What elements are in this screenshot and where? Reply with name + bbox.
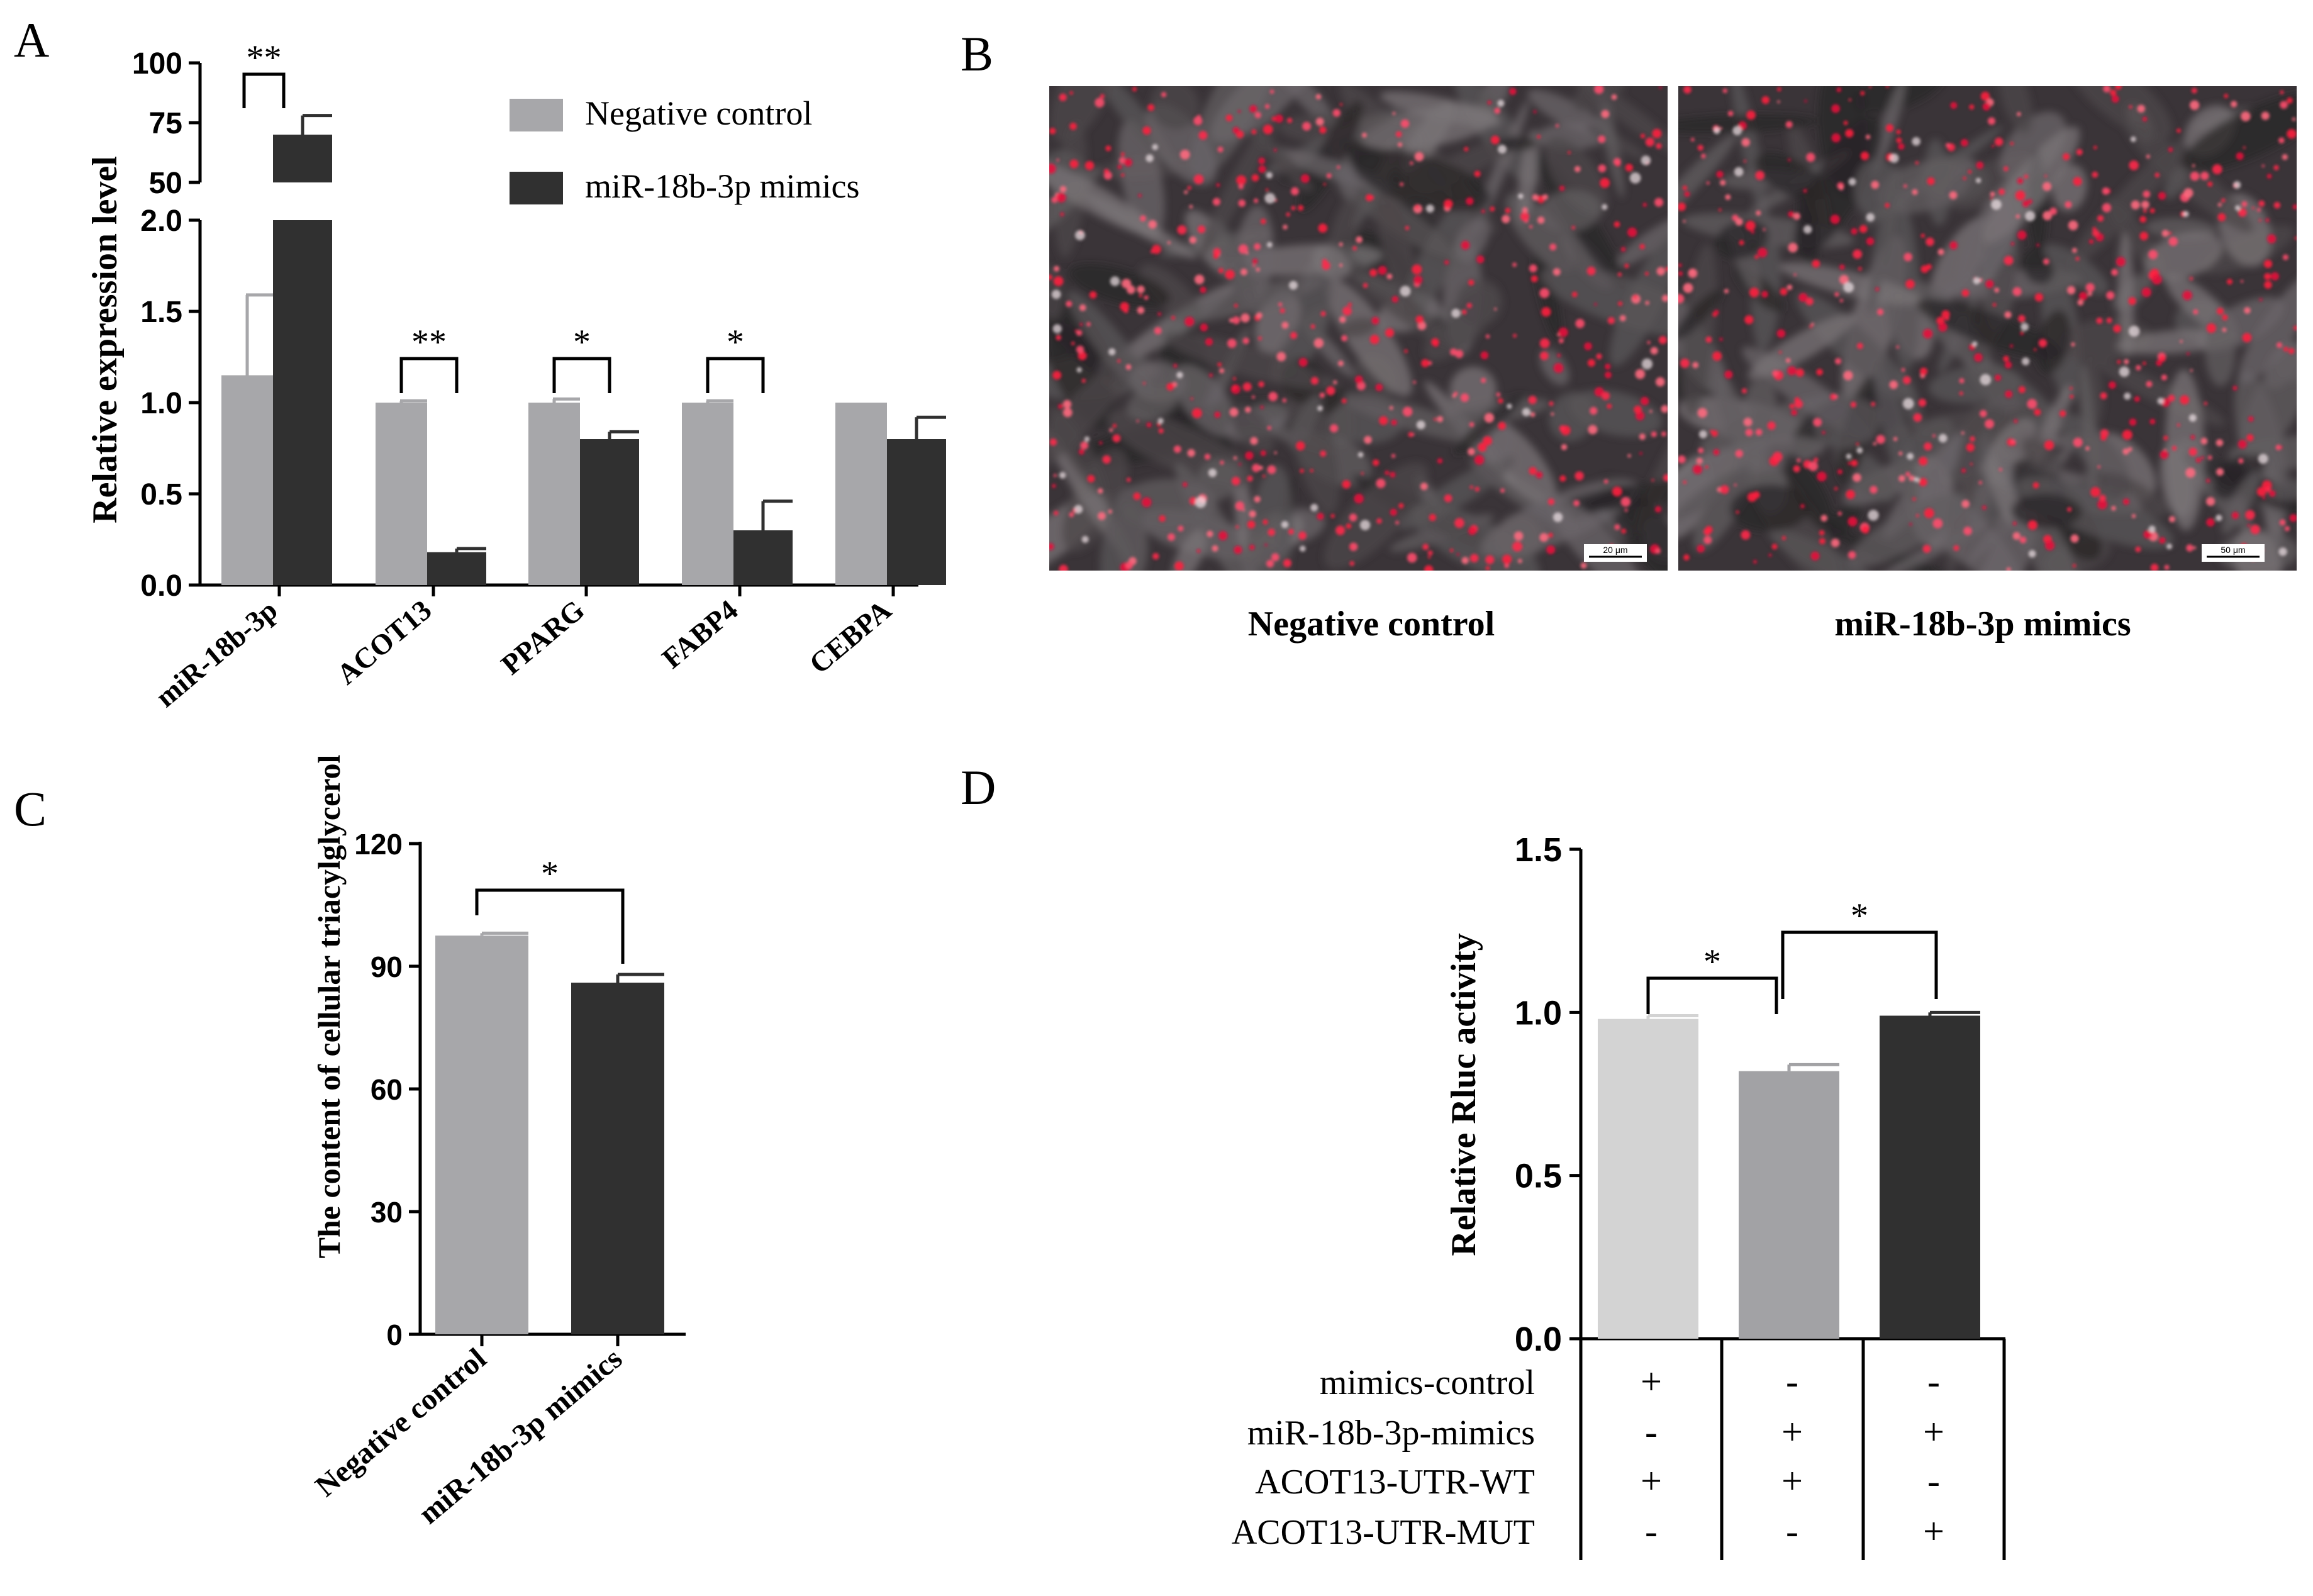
d-table-row-label: mimics-control	[1320, 1363, 1535, 1402]
a-y-tick-label: 75	[149, 107, 182, 140]
a-significance-bracket	[552, 357, 611, 393]
d-table-row-label: ACOT13-UTR-MUT	[1232, 1513, 1535, 1552]
panel-letter-d: D	[961, 760, 996, 815]
a-x-tick-label: ACOT13	[331, 594, 438, 691]
legend-swatch-mimics	[510, 172, 563, 204]
d-table-sign: -	[1645, 1411, 1658, 1453]
panel-letter-c: C	[14, 781, 47, 836]
legend-label-mimics: miR-18b-3p mimics	[585, 167, 859, 205]
d-table-sign: -	[1786, 1510, 1798, 1552]
caption-negative-control: Negative control	[1248, 605, 1495, 644]
a-y-tick-label: 2.0	[140, 204, 182, 238]
c-y-tick-label: 120	[354, 828, 403, 861]
a-y-tick-label: 1.0	[140, 387, 182, 420]
a-bar-mimics	[580, 439, 639, 585]
c-significance-label: *	[541, 854, 559, 893]
a-y-tick-label: 0.0	[140, 569, 182, 603]
d-table-sign: -	[1927, 1460, 1940, 1502]
c-y-axis-label: The content of cellular triacylglycerol	[311, 755, 347, 1259]
d-bar	[1739, 1071, 1839, 1339]
a-x-tick-label: CEBPA	[803, 594, 898, 680]
c-y-tick-label: 60	[371, 1073, 403, 1106]
a-y-tick-label: 50	[149, 167, 182, 200]
a-bar-mimics	[427, 552, 486, 585]
panel-d-chart: 0.0 0.5 1.0 1.5 * * Relative Rluc activity m…	[1232, 831, 2006, 1560]
c-y-tick-label: 0	[386, 1319, 403, 1351]
panel-letter-a: A	[14, 13, 49, 67]
a-significance-label: *	[573, 323, 591, 362]
d-table-sign: +	[1923, 1510, 1944, 1552]
a-bar-negative-control	[682, 403, 733, 585]
d-y-axis-label: Relative Rluc activity	[1444, 933, 1483, 1256]
d-table-sign: +	[1781, 1411, 1803, 1453]
c-y-tick-label: 90	[371, 951, 403, 983]
d-table-sign: -	[1645, 1510, 1658, 1552]
caption-mimics: miR-18b-3p mimics	[1834, 605, 2131, 644]
a-bar-mimics	[733, 530, 793, 585]
a-bar-negative-control	[221, 375, 273, 585]
scale-bar-right-label: 50 μm	[2221, 545, 2245, 555]
d-significance-bracket	[1646, 976, 1778, 1014]
d-y-tick-label: 1.5	[1515, 831, 1562, 869]
a-x-tick-label: miR-18b-3p	[150, 594, 284, 713]
d-table-sign: +	[1641, 1361, 1662, 1402]
d-table-sign: +	[1781, 1460, 1803, 1502]
a-y-tick-label: 100	[132, 47, 182, 81]
d-significance-bracket	[1781, 930, 1938, 999]
a-x-tick-label: FABP4	[656, 594, 744, 675]
d-significance-label: *	[1851, 896, 1868, 935]
a-significance-bracket	[242, 72, 286, 108]
c-bar	[435, 935, 528, 1334]
d-table-sign: -	[1786, 1361, 1798, 1402]
micrograph-negative-control	[1049, 86, 1668, 571]
a-significance-bracket	[399, 357, 459, 393]
d-table-row-label: miR-18b-3p-mimics	[1247, 1414, 1535, 1453]
scale-bar-left-label: 20 μm	[1603, 545, 1627, 555]
d-significance-label: *	[1703, 942, 1721, 981]
a-bar-negative-control	[528, 403, 580, 585]
a-significance-bracket	[706, 357, 765, 393]
a-y-tick-label: 0.5	[140, 478, 182, 511]
a-bar-mimics	[887, 439, 946, 585]
d-bar	[1598, 1018, 1698, 1339]
a-bar-mimics	[273, 220, 332, 585]
d-table-sign: -	[1927, 1361, 1940, 1402]
scale-bar-left: 20 μm	[1584, 544, 1647, 562]
d-y-tick-label: 1.0	[1515, 994, 1562, 1032]
c-significance-bracket	[475, 888, 625, 964]
scale-bar-right: 50 μm	[2202, 544, 2265, 562]
d-table-row-label: ACOT13-UTR-WT	[1255, 1463, 1535, 1502]
c-y-tick-label: 30	[371, 1196, 403, 1229]
a-bar-mimics	[273, 135, 332, 182]
a-y-axis-label: Relative expression level	[86, 156, 125, 523]
legend-label-negative-control: Negative control	[585, 94, 812, 132]
micrograph-mimics	[1678, 86, 2297, 571]
d-table-sign: +	[1923, 1411, 1944, 1453]
d-y-tick-label: 0.0	[1515, 1320, 1562, 1358]
panel-letter-b: B	[961, 26, 993, 81]
a-bar-negative-control	[835, 403, 887, 585]
a-bar-negative-control	[376, 403, 427, 585]
a-y-tick-label: 1.5	[140, 296, 182, 329]
a-significance-label: **	[247, 38, 282, 77]
c-bar	[571, 983, 664, 1334]
d-y-tick-label: 0.5	[1515, 1158, 1562, 1195]
a-x-tick-label: PPARG	[495, 594, 591, 681]
d-table-sign: +	[1641, 1460, 1662, 1502]
panel-b-micrographs: 20 μm 50 μm Negative control miR-18b-3p …	[1049, 86, 2297, 644]
legend-swatch-negative-control	[510, 99, 563, 131]
d-bar	[1880, 1015, 1980, 1339]
a-significance-label: **	[411, 323, 447, 362]
a-significance-label: *	[727, 323, 744, 362]
